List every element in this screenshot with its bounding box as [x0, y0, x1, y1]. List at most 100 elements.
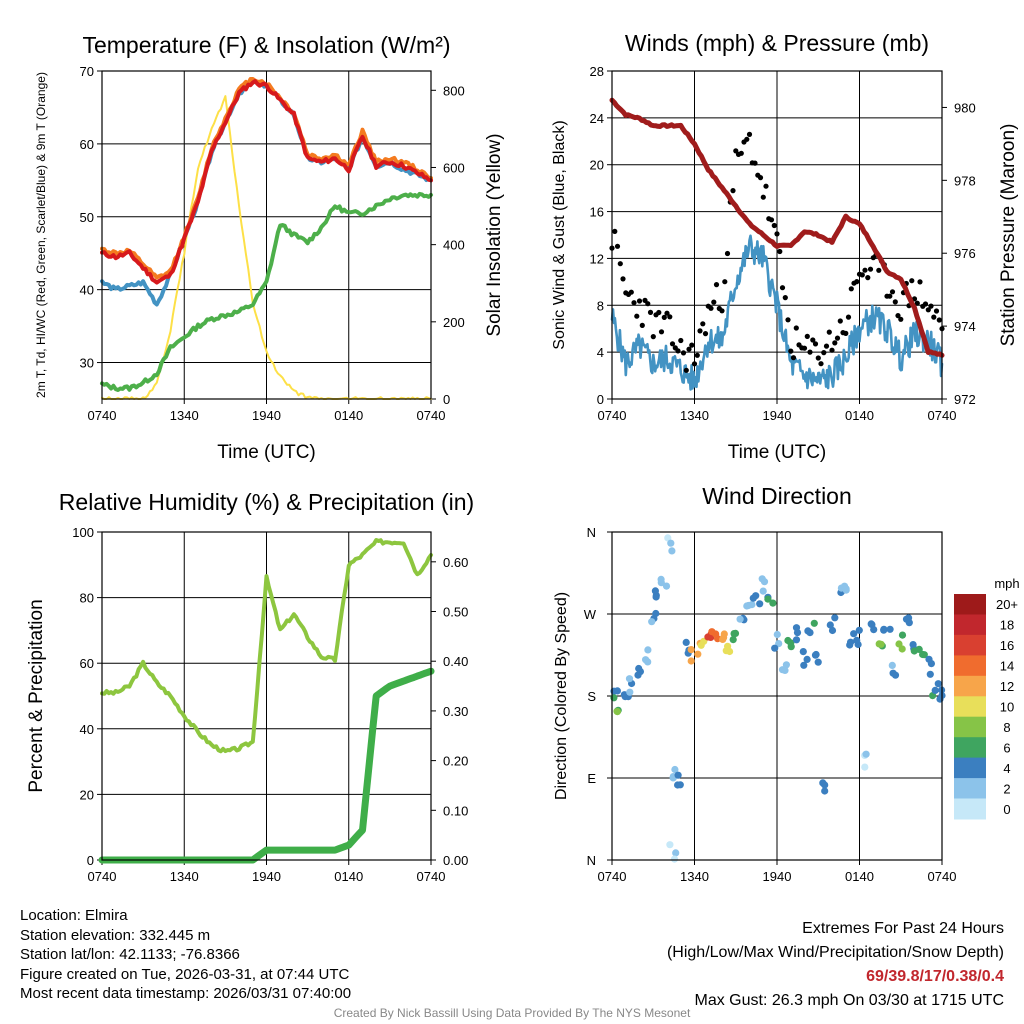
- direction-point: [821, 787, 829, 795]
- x-tick-label: 0140: [334, 408, 363, 423]
- direction-point: [621, 693, 629, 701]
- gust-point: [804, 333, 810, 339]
- x-tick-label: 0740: [928, 869, 957, 884]
- series-2m-temperature: [100, 79, 433, 285]
- gust-point: [788, 348, 794, 354]
- y2-tick-label: 0.60: [443, 555, 468, 570]
- max-gust: Max Gust: 26.3 mph On 03/30 at 1715 UTC: [694, 992, 1005, 1009]
- x-tick-label: 0740: [88, 408, 117, 423]
- gust-point: [683, 367, 689, 373]
- gust-point: [675, 348, 681, 354]
- direction-point: [610, 694, 618, 702]
- gust-point: [898, 316, 904, 322]
- gust-point: [702, 331, 709, 337]
- humidity-precipitation-panel: 0740 1340 1940 0140 07400204060801000.000.10…: [26, 489, 474, 884]
- gust-point: [614, 243, 621, 249]
- gust-point: [845, 314, 852, 320]
- gust-point: [722, 279, 728, 285]
- direction-point: [793, 629, 802, 637]
- y2-axis-label: Solar Insolation (Yellow): [484, 133, 505, 336]
- x-tick-label: 0140: [845, 869, 874, 884]
- y-axis-label: Percent & Precipitation: [26, 599, 47, 792]
- y-axis-label: 2m T, Td, HI/WC (Red, Green, Scarlet/Blu…: [34, 72, 48, 398]
- chart-title: Relative Humidity (%) & Precipitation (i…: [59, 489, 474, 515]
- extremes-box: Extremes For Past 24 Hours (High/Low/Max…: [667, 917, 1004, 1013]
- chart-title: Wind Direction: [702, 483, 852, 509]
- x-tick-label: 1340: [680, 408, 709, 423]
- direction-point: [720, 630, 728, 638]
- gust-point: [678, 337, 684, 344]
- direction-point: [782, 661, 791, 669]
- x-tick-label: 1940: [763, 869, 792, 884]
- colorbar-label: 6: [1003, 740, 1010, 755]
- gust-point: [733, 148, 739, 154]
- direction-point: [781, 666, 789, 675]
- x-axis-label: Time (UTC): [217, 442, 316, 463]
- direction-point: [812, 650, 820, 659]
- y2-tick-label: 600: [443, 160, 465, 175]
- recent-timestamp: Most recent data timestamp: 2026/03/31 0…: [20, 985, 352, 1002]
- direction-point: [672, 849, 680, 857]
- gust-point: [724, 250, 731, 257]
- direction-point: [810, 619, 818, 627]
- y-tick-label: 50: [80, 210, 94, 225]
- direction-point: [666, 841, 674, 849]
- y2-tick-label: 976: [954, 246, 976, 261]
- direction-point: [671, 765, 679, 774]
- gust-point: [680, 350, 687, 356]
- direction-point: [821, 781, 829, 789]
- gust-point: [768, 217, 775, 223]
- gust-point: [620, 276, 626, 282]
- direction-point: [828, 626, 837, 635]
- colorbar-label: 14: [1000, 659, 1014, 674]
- station-latlon: Station lat/lon: 42.1133; -76.8366: [20, 946, 240, 963]
- gust-point: [936, 317, 942, 323]
- gust-point: [865, 275, 871, 281]
- y2-tick-label: 0: [443, 392, 450, 407]
- colorbar-swatch: [954, 757, 986, 779]
- direction-point: [634, 671, 642, 679]
- direction-point: [764, 595, 772, 603]
- y-tick-label: 80: [80, 591, 94, 606]
- y-tick-label: 0: [87, 853, 94, 868]
- gust-point: [634, 313, 640, 319]
- x-tick-label: 0740: [928, 408, 957, 423]
- y2-tick-label: 980: [954, 100, 976, 115]
- gust-point: [807, 349, 813, 355]
- gust-point: [667, 314, 673, 320]
- gust-point: [892, 299, 898, 305]
- colorbar-label: 20+: [996, 597, 1018, 612]
- gust-point: [818, 361, 824, 367]
- colorbar-swatch: [954, 798, 986, 820]
- x-tick-label: 1940: [252, 408, 281, 423]
- y2-tick-label: 978: [954, 173, 976, 188]
- gust-point: [933, 308, 940, 314]
- direction-point: [853, 636, 861, 645]
- direction-point: [667, 539, 675, 547]
- gust-point: [843, 330, 849, 336]
- gust-point: [917, 279, 923, 285]
- gust-point: [779, 285, 786, 291]
- y-tick-label: 12: [590, 251, 604, 266]
- colorbar-swatch: [954, 778, 986, 800]
- y-axis-label: Sonic Wind & Gust (Blue, Black): [551, 120, 568, 349]
- gust-point: [650, 334, 656, 340]
- direction-point: [886, 625, 894, 633]
- gust-point: [914, 300, 920, 306]
- gust-point: [801, 345, 808, 351]
- gust-point: [777, 248, 783, 255]
- direction-point: [682, 638, 690, 647]
- colorbar-label: 16: [1000, 638, 1014, 653]
- y-tick-label: 100: [72, 525, 94, 540]
- y-tick-label: 20: [590, 158, 604, 173]
- gust-point: [669, 341, 676, 347]
- station-elevation: Station elevation: 332.445 m: [20, 926, 211, 944]
- direction-point: [898, 631, 907, 639]
- direction-point: [867, 620, 875, 628]
- direction-point: [773, 630, 781, 639]
- gust-point: [812, 341, 819, 347]
- direction-point: [635, 664, 643, 673]
- direction-point: [826, 621, 834, 629]
- gust-point: [854, 279, 860, 285]
